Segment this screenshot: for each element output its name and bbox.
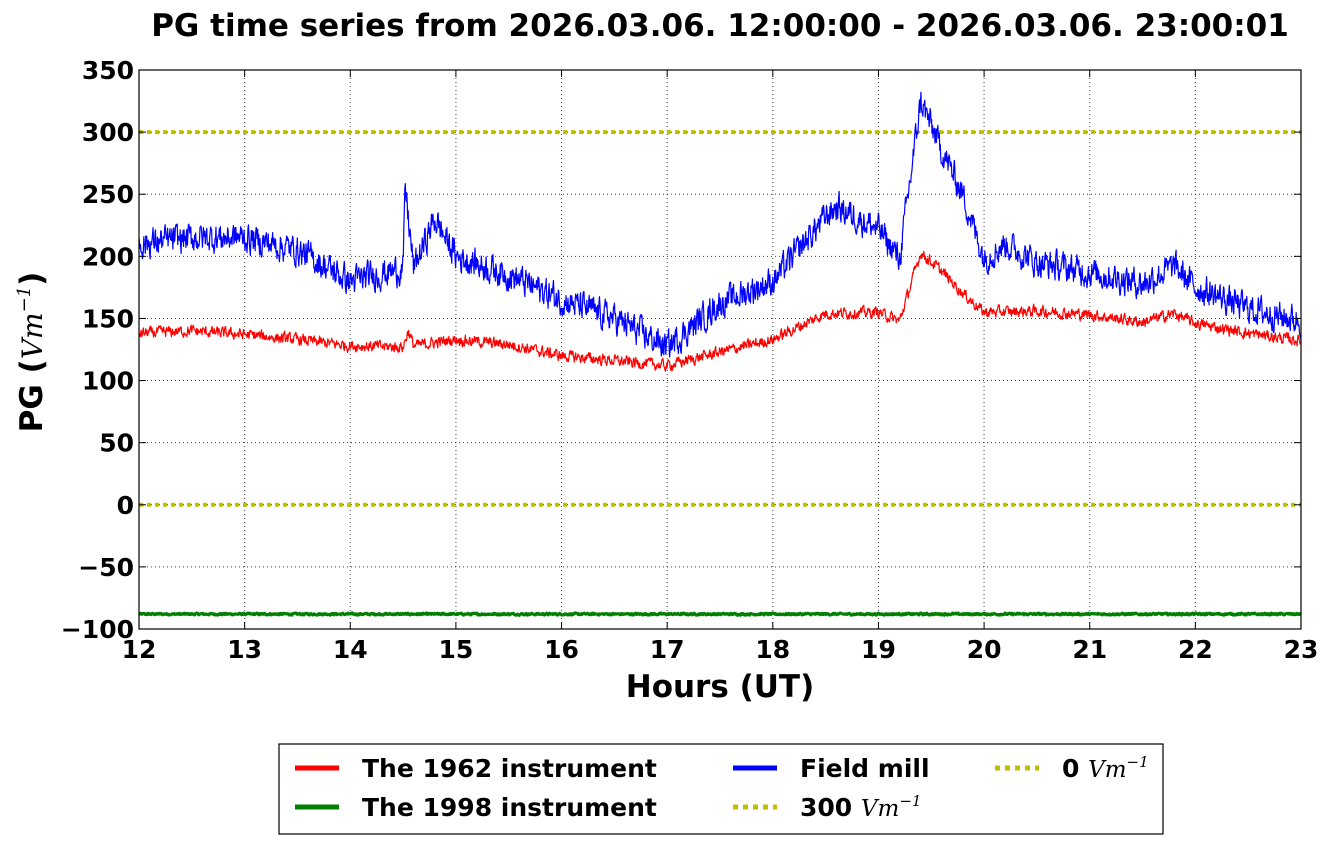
legend-entry-1998: The 1998 instrument	[295, 793, 657, 822]
x-tick-label-19: 19	[861, 635, 896, 664]
legend-entry-1962: The 1962 instrument	[295, 754, 657, 783]
x-tick-label-23: 23	[1284, 635, 1319, 664]
x-tick-label-20: 20	[967, 635, 1002, 664]
plot-area-frame	[138, 69, 1302, 630]
y-tick-label-5: 150	[82, 304, 134, 333]
chart-title: PG time series from 2026.03.06. 12:00:00…	[151, 8, 1289, 44]
legend-entry-300: 300 Vm−1	[733, 792, 921, 822]
y-axis-label: PG (Vm−1)	[14, 272, 50, 433]
legend-label-1962: The 1962 instrument	[362, 754, 657, 783]
y-tick-label-8: 300	[82, 118, 134, 147]
legend-label-300-exponent: −1	[899, 792, 921, 810]
svg-text:PG (Vm−1): PG (Vm−1)	[14, 272, 50, 433]
x-tick-label-17: 17	[650, 635, 685, 664]
legend-label-300-unit: Vm	[861, 796, 899, 822]
legend-entry-0: 0 Vm−1	[995, 753, 1149, 783]
y-tick-label-9: 350	[82, 56, 134, 85]
y-tick-labels: −100 −50 0 50 100 150 200 250 300 350	[61, 56, 134, 644]
y-tick-label-2: 0	[117, 491, 134, 520]
x-tick-label-13: 13	[227, 635, 262, 664]
x-axis-label: Hours (UT)	[626, 669, 815, 705]
x-tick-label-18: 18	[755, 635, 790, 664]
chart-legend: The 1962 instrument The 1998 instrument …	[278, 743, 1164, 835]
x-tick-label-12: 12	[122, 635, 157, 664]
x-tick-label-16: 16	[544, 635, 579, 664]
x-tick-label-22: 22	[1178, 635, 1213, 664]
axis-ticks	[138, 69, 1302, 630]
series-line-the-1998-instrument	[137, 611, 1303, 617]
legend-label-0-value: 0	[1062, 754, 1088, 783]
x-tick-label-15: 15	[439, 635, 474, 664]
y-axis-label-text: PG (	[14, 359, 50, 432]
legend-label-0: 0 Vm−1	[1062, 753, 1149, 783]
reference-lines	[139, 130, 1301, 507]
legend-label-0-exponent: −1	[1127, 753, 1149, 771]
y-tick-label-6: 200	[82, 242, 134, 271]
legend-label-300-value: 300	[800, 793, 861, 822]
legend-label-300: 300 Vm−1	[800, 792, 921, 822]
legend-label-field-mill: Field mill	[800, 754, 930, 783]
y-tick-label-7: 250	[82, 180, 134, 209]
y-tick-label-1: −50	[78, 553, 134, 582]
y-axis-label-unit: Vm	[16, 312, 49, 359]
series-line-field-mill	[138, 91, 1302, 358]
x-tick-label-14: 14	[333, 635, 368, 664]
legend-box	[278, 743, 1164, 835]
data-series	[137, 91, 1303, 617]
legend-label-0-unit: Vm	[1088, 757, 1126, 783]
legend-label-1998: The 1998 instrument	[362, 793, 657, 822]
legend-entry-field-mill: Field mill	[733, 754, 930, 783]
y-axis-label-exponent: −1	[14, 286, 35, 313]
y-tick-label-0: −100	[61, 615, 134, 644]
series-line-the-1962-instrument	[138, 250, 1302, 372]
y-axis-label-close: )	[14, 272, 50, 286]
y-tick-label-4: 100	[82, 367, 134, 396]
y-tick-label-3: 50	[99, 429, 134, 458]
x-tick-label-21: 21	[1072, 635, 1107, 664]
x-tick-labels: 12 13 14 15 16 17 18 19 20 21 22 23	[122, 635, 1319, 664]
